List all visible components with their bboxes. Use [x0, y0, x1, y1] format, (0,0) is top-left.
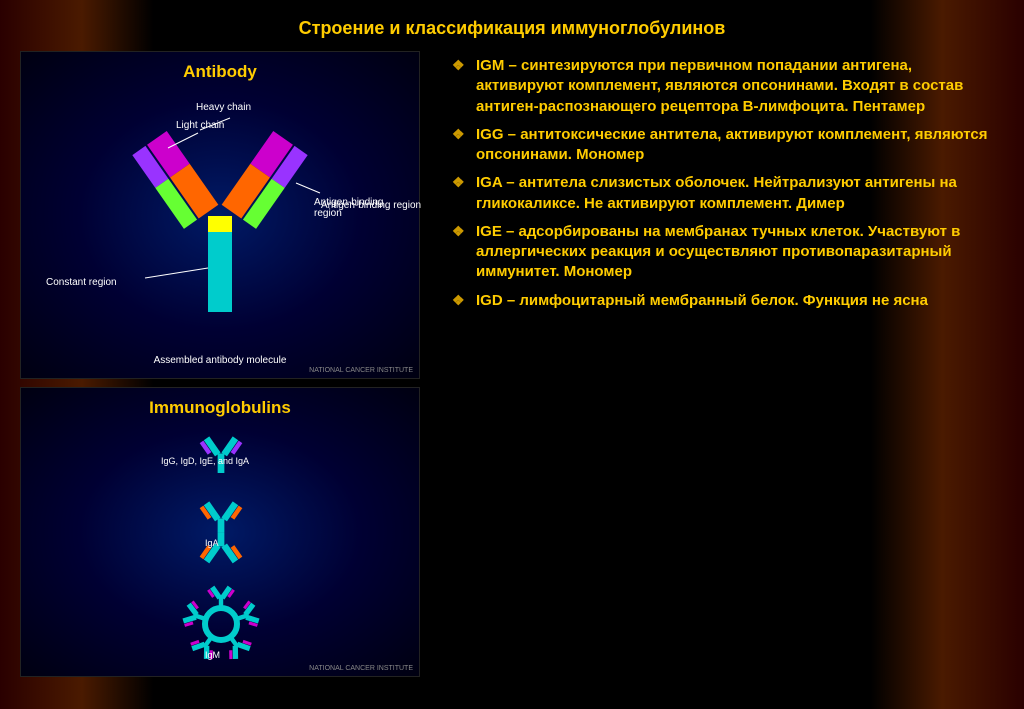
bullet-iga: IGA – антитела слизистых оболочек. Нейтр…: [450, 173, 1004, 214]
left-column: Antibody: [20, 51, 420, 685]
content-area: Antibody: [0, 51, 1024, 685]
bullet-igm: IGM – синтезируются при первичном попада…: [450, 56, 1004, 117]
mono-label: IgG, IgD, IgE, and IgA: [161, 456, 249, 466]
antibody-title: Antibody: [31, 62, 409, 82]
light-chain-label: Light chain: [176, 120, 224, 131]
right-column: IGM – синтезируются при первичном попада…: [420, 51, 1004, 685]
antibody-panel: Antibody: [20, 51, 420, 379]
bullet-igg: IGG – антитоксические антитела, активиру…: [450, 125, 1004, 166]
constant-label: Constant region: [46, 277, 117, 288]
bullet-igd: IGD – лимфоцитарный мембранный белок. Фу…: [450, 291, 1004, 311]
binding-region-label: Antigen-binding region: [314, 197, 394, 219]
igm-label: IgM: [205, 650, 220, 660]
credit-2: NATIONAL CANCER INSTITUTE: [309, 665, 413, 672]
page-title: Строение и классификация иммуноглобулино…: [0, 0, 1024, 51]
immunoglobulins-panel: Immunoglobulins: [20, 387, 420, 677]
credit-1: NATIONAL CANCER INSTITUTE: [309, 367, 413, 374]
bullet-ige: IGE – адсорбированы на мембранах тучных …: [450, 222, 1004, 283]
ig-title: Immunoglobulins: [31, 398, 409, 418]
heavy-chain-label: Heavy chain: [196, 102, 251, 113]
bullet-list: IGM – синтезируются при первичном попада…: [450, 56, 1004, 311]
antibody-caption: Assembled antibody molecule: [21, 355, 419, 366]
iga-label: IgA: [205, 538, 219, 548]
